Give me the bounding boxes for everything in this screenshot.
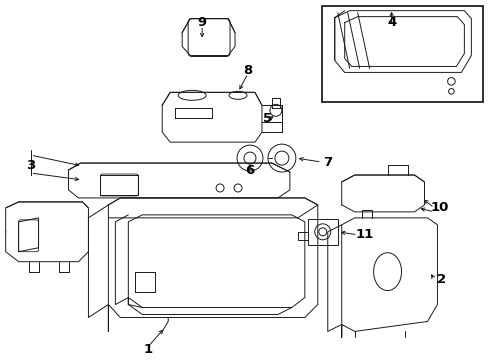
Text: 2: 2	[436, 273, 445, 286]
Bar	[321, 6, 482, 102]
Text: 5: 5	[263, 112, 272, 125]
Text: 8: 8	[243, 64, 252, 77]
Text: 9: 9	[197, 16, 206, 29]
Text: 3: 3	[26, 158, 35, 172]
Text: 11: 11	[355, 228, 373, 241]
Text: 7: 7	[323, 156, 332, 168]
Text: 4: 4	[386, 16, 395, 29]
Text: 6: 6	[245, 163, 254, 176]
Text: 10: 10	[429, 201, 447, 215]
Bar	[307, 219, 337, 245]
Text: 1: 1	[143, 343, 153, 356]
